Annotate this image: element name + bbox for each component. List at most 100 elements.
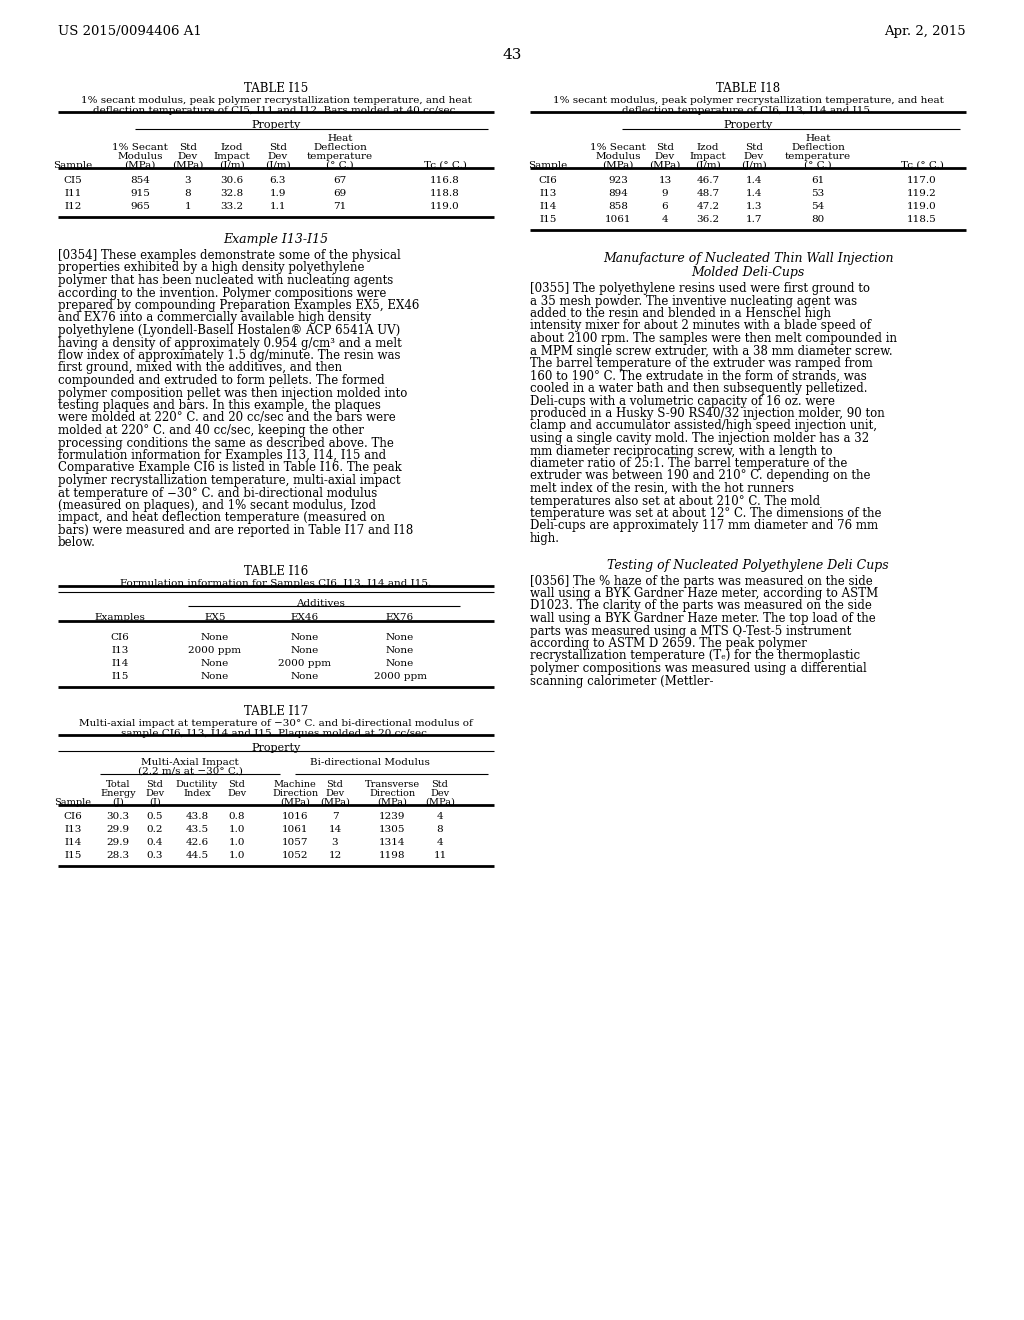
Text: 69: 69	[334, 189, 347, 198]
Text: 1: 1	[184, 202, 191, 211]
Text: I15: I15	[112, 672, 129, 681]
Text: Dev: Dev	[326, 789, 344, 799]
Text: EX5: EX5	[204, 612, 225, 622]
Text: molded at 220° C. and 40 cc/sec, keeping the other: molded at 220° C. and 40 cc/sec, keeping…	[58, 424, 364, 437]
Text: 43.5: 43.5	[185, 825, 209, 834]
Text: Impact: Impact	[214, 152, 251, 161]
Text: temperatures also set at about 210° C. The mold: temperatures also set at about 210° C. T…	[530, 495, 820, 507]
Text: I13: I13	[112, 645, 129, 655]
Text: Std: Std	[269, 143, 287, 152]
Text: 30.3: 30.3	[106, 812, 130, 821]
Text: (J): (J)	[150, 799, 161, 807]
Text: 854: 854	[130, 176, 150, 185]
Text: None: None	[386, 645, 414, 655]
Text: None: None	[291, 645, 319, 655]
Text: deflection temperature of CI6, I13, I14 and I15.: deflection temperature of CI6, I13, I14 …	[623, 106, 873, 115]
Text: 3: 3	[332, 838, 338, 847]
Text: CI6: CI6	[63, 812, 82, 821]
Text: EX46: EX46	[291, 612, 319, 622]
Text: I14: I14	[112, 659, 129, 668]
Text: 8: 8	[436, 825, 443, 834]
Text: EX76: EX76	[386, 612, 414, 622]
Text: were molded at 220° C. and 20 cc/sec and the bars were: were molded at 220° C. and 20 cc/sec and…	[58, 412, 395, 425]
Text: Direction: Direction	[272, 789, 318, 799]
Text: Total: Total	[105, 780, 130, 789]
Text: Property: Property	[251, 120, 301, 129]
Text: None: None	[201, 634, 229, 642]
Text: 46.7: 46.7	[696, 176, 720, 185]
Text: Std: Std	[656, 143, 674, 152]
Text: 118.5: 118.5	[907, 215, 937, 224]
Text: 1239: 1239	[379, 812, 406, 821]
Text: US 2015/0094406 A1: US 2015/0094406 A1	[58, 25, 202, 38]
Text: polymer recrystallization temperature, multi-axial impact: polymer recrystallization temperature, m…	[58, 474, 400, 487]
Text: 28.3: 28.3	[106, 851, 130, 861]
Text: Deflection: Deflection	[792, 143, 845, 152]
Text: 2000 ppm: 2000 ppm	[374, 672, 427, 681]
Text: Formulation information for Samples CI6, I13, I14 and I15.: Formulation information for Samples CI6,…	[121, 579, 432, 587]
Text: I12: I12	[65, 202, 82, 211]
Text: I14: I14	[65, 838, 82, 847]
Text: 1% Secant: 1% Secant	[590, 143, 646, 152]
Text: Modulus: Modulus	[595, 152, 641, 161]
Text: (J/m): (J/m)	[219, 161, 245, 170]
Text: CI6: CI6	[539, 176, 557, 185]
Text: 33.2: 33.2	[220, 202, 244, 211]
Text: 1% Secant: 1% Secant	[112, 143, 168, 152]
Text: 1314: 1314	[379, 838, 406, 847]
Text: 894: 894	[608, 189, 628, 198]
Text: (MPa): (MPa)	[124, 161, 156, 170]
Text: I13: I13	[540, 189, 557, 198]
Text: (J): (J)	[112, 799, 124, 807]
Text: The barrel temperature of the extruder was ramped from: The barrel temperature of the extruder w…	[530, 356, 872, 370]
Text: high.: high.	[530, 532, 560, 545]
Text: 4: 4	[436, 812, 443, 821]
Text: (MPa): (MPa)	[321, 799, 350, 807]
Text: diameter ratio of 25:1. The barrel temperature of the: diameter ratio of 25:1. The barrel tempe…	[530, 457, 848, 470]
Text: (J/m): (J/m)	[265, 161, 291, 170]
Text: mm diameter reciprocating screw, with a length to: mm diameter reciprocating screw, with a …	[530, 445, 833, 458]
Text: Ductility: Ductility	[176, 780, 218, 789]
Text: Apr. 2, 2015: Apr. 2, 2015	[885, 25, 966, 38]
Text: Dev: Dev	[268, 152, 288, 161]
Text: 13: 13	[658, 176, 672, 185]
Text: Deli-cups are approximately 117 mm diameter and 76 mm: Deli-cups are approximately 117 mm diame…	[530, 520, 879, 532]
Text: 6.3: 6.3	[269, 176, 287, 185]
Text: 1.3: 1.3	[745, 202, 762, 211]
Text: 1.4: 1.4	[745, 176, 762, 185]
Text: polyethylene (Lyondell-Basell Hostalen® ACP 6541A UV): polyethylene (Lyondell-Basell Hostalen® …	[58, 323, 400, 337]
Text: I14: I14	[540, 202, 557, 211]
Text: cooled in a water bath and then subsequently pelletized.: cooled in a water bath and then subseque…	[530, 381, 867, 395]
Text: 11: 11	[433, 851, 446, 861]
Text: TABLE I18: TABLE I18	[716, 82, 780, 95]
Text: Molded Deli-Cups: Molded Deli-Cups	[691, 267, 805, 279]
Text: scanning calorimeter (Mettler-: scanning calorimeter (Mettler-	[530, 675, 714, 688]
Text: Property: Property	[251, 743, 301, 752]
Text: and EX76 into a commercially available high density: and EX76 into a commercially available h…	[58, 312, 371, 325]
Text: 48.7: 48.7	[696, 189, 720, 198]
Text: 1.0: 1.0	[228, 838, 246, 847]
Text: sample CI6, I13, I14 and I15. Plaques molded at 20 cc/sec.: sample CI6, I13, I14 and I15. Plaques mo…	[122, 729, 430, 738]
Text: produced in a Husky S-90 RS40/32 injection molder, 90 ton: produced in a Husky S-90 RS40/32 injecti…	[530, 407, 885, 420]
Text: temperature: temperature	[307, 152, 373, 161]
Text: Comparative Example CI6 is listed in Table I16. The peak: Comparative Example CI6 is listed in Tab…	[58, 462, 401, 474]
Text: below.: below.	[58, 536, 96, 549]
Text: 7: 7	[332, 812, 338, 821]
Text: processing conditions the same as described above. The: processing conditions the same as descri…	[58, 437, 394, 450]
Text: None: None	[386, 634, 414, 642]
Text: 1305: 1305	[379, 825, 406, 834]
Text: 67: 67	[334, 176, 347, 185]
Text: Sample: Sample	[54, 799, 91, 807]
Text: 29.9: 29.9	[106, 825, 130, 834]
Text: 1.7: 1.7	[745, 215, 762, 224]
Text: CI5: CI5	[63, 176, 82, 185]
Text: Izod: Izod	[221, 143, 244, 152]
Text: None: None	[386, 659, 414, 668]
Text: 915: 915	[130, 189, 150, 198]
Text: a 35 mesh powder. The inventive nucleating agent was: a 35 mesh powder. The inventive nucleati…	[530, 294, 857, 308]
Text: Heat: Heat	[805, 135, 830, 143]
Text: 32.8: 32.8	[220, 189, 244, 198]
Text: first ground, mixed with the additives, and then: first ground, mixed with the additives, …	[58, 362, 342, 375]
Text: 119.2: 119.2	[907, 189, 937, 198]
Text: 1052: 1052	[282, 851, 308, 861]
